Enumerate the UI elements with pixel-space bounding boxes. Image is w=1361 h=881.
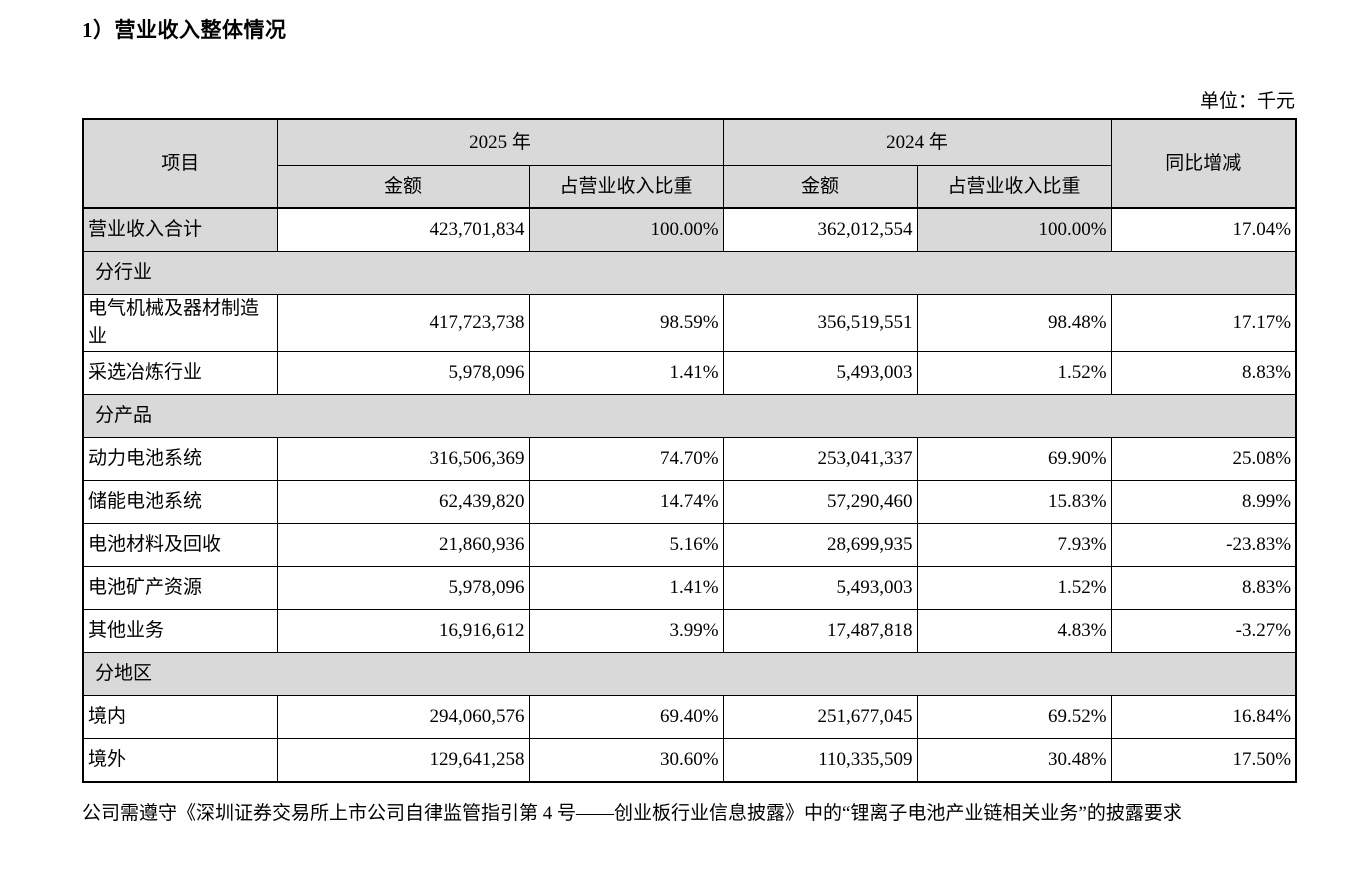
- share-2024-cell: 100.00%: [916, 207, 1112, 252]
- amount-2024-cell: 110,335,509: [722, 738, 918, 783]
- unit-label: 单位：千元: [1199, 91, 1295, 112]
- amount-2024-cell: 5,493,003: [722, 351, 918, 395]
- share-2025-cell: 3.99%: [528, 609, 724, 653]
- amount-2025-cell: 5,978,096: [276, 351, 530, 395]
- section-label: 分产品: [82, 394, 1297, 438]
- table-row: 电池矿产资源 5,978,096 1.41% 5,493,003 1.52% 8.83%: [82, 566, 1297, 610]
- header-amount-2025: 金额: [276, 165, 530, 209]
- amount-2025-cell: 5,978,096: [276, 566, 530, 610]
- row-label-cell: 营业收入合计: [82, 207, 278, 252]
- share-2025-cell: 5.16%: [528, 523, 724, 567]
- yoy-cell: -23.83%: [1110, 523, 1297, 567]
- table-row: 境内 294,060,576 69.40% 251,677,045 69.52% 16.8…: [82, 695, 1297, 739]
- header-amount-2024: 金额: [722, 165, 918, 209]
- yoy-cell: 17.04%: [1110, 207, 1297, 252]
- section-row: 分产品: [82, 394, 1297, 438]
- share-2025-cell: 1.41%: [528, 351, 724, 395]
- section-row: 分行业: [82, 251, 1297, 295]
- share-2025-cell: 100.00%: [528, 207, 724, 252]
- share-2025-cell: 1.41%: [528, 566, 724, 610]
- row-label-cell: 电池矿产资源: [82, 566, 278, 610]
- amount-2024-cell: 5,493,003: [722, 566, 918, 610]
- row-label-cell: 动力电池系统: [82, 437, 278, 481]
- amount-2024-cell: 251,677,045: [722, 695, 918, 739]
- share-2024-cell: 98.48%: [916, 294, 1112, 352]
- yoy-cell: 17.17%: [1110, 294, 1297, 352]
- yoy-cell: 16.84%: [1110, 695, 1297, 739]
- revenue-table-header: 项目 2025 年 2024 年 同比增减 金额 占营业收入比重 金额 占营业收…: [82, 118, 1297, 209]
- yoy-cell: 8.99%: [1110, 480, 1297, 524]
- share-2024-cell: 4.83%: [916, 609, 1112, 653]
- amount-2025-cell: 423,701,834: [276, 207, 530, 252]
- header-share-2025: 占营业收入比重: [528, 165, 724, 209]
- share-2024-cell: 69.52%: [916, 695, 1112, 739]
- yoy-cell: -3.27%: [1110, 609, 1297, 653]
- amount-2025-cell: 129,641,258: [276, 738, 530, 783]
- row-label-cell: 其他业务: [82, 609, 278, 653]
- revenue-table: 项目 2025 年 2024 年 同比增减 金额 占营业收入比重 金额 占营业收…: [82, 118, 1298, 783]
- header-item: 项目: [82, 118, 278, 209]
- footnote: 公司需遵守《深圳证券交易所上市公司自律监管指引第 4 号——创业板行业信息披露》…: [82, 803, 1182, 824]
- table-row: 营业收入合计 423,701,834 100.00% 362,012,554 100.0…: [82, 207, 1297, 252]
- table-row: 境外 129,641,258 30.60% 110,335,509 30.48% 17.5…: [82, 738, 1297, 783]
- table-row: 采选冶炼行业 5,978,096 1.41% 5,493,003 1.52% 8.83%: [82, 351, 1297, 395]
- header-yoy: 同比增减: [1110, 118, 1297, 209]
- header-share-2024: 占营业收入比重: [916, 165, 1112, 209]
- yoy-cell: 25.08%: [1110, 437, 1297, 481]
- amount-2025-cell: 62,439,820: [276, 480, 530, 524]
- share-2025-cell: 74.70%: [528, 437, 724, 481]
- table-row: 储能电池系统 62,439,820 14.74% 57,290,460 15.83% 8.…: [82, 480, 1297, 524]
- section-label: 分行业: [82, 251, 1297, 295]
- share-2025-cell: 14.74%: [528, 480, 724, 524]
- table-row: 动力电池系统 316,506,369 74.70% 253,041,337 69.90%…: [82, 437, 1297, 481]
- section-row: 分地区: [82, 652, 1297, 696]
- yoy-cell: 8.83%: [1110, 351, 1297, 395]
- share-2025-cell: 30.60%: [528, 738, 724, 783]
- share-2024-cell: 1.52%: [916, 566, 1112, 610]
- page-title: 1）营业收入整体情况: [82, 18, 287, 42]
- header-year-2024: 2024 年: [722, 118, 1112, 166]
- revenue-table-body: 营业收入合计 423,701,834 100.00% 362,012,554 100.0…: [82, 207, 1297, 783]
- yoy-cell: 17.50%: [1110, 738, 1297, 783]
- amount-2025-cell: 316,506,369: [276, 437, 530, 481]
- row-label-cell: 储能电池系统: [82, 480, 278, 524]
- amount-2025-cell: 417,723,738: [276, 294, 530, 352]
- amount-2024-cell: 253,041,337: [722, 437, 918, 481]
- row-label-cell: 境内: [82, 695, 278, 739]
- share-2025-cell: 98.59%: [528, 294, 724, 352]
- amount-2024-cell: 17,487,818: [722, 609, 918, 653]
- table-row: 其他业务 16,916,612 3.99% 17,487,818 4.83% -3.27%: [82, 609, 1297, 653]
- header-year-2025: 2025 年: [276, 118, 724, 166]
- share-2024-cell: 69.90%: [916, 437, 1112, 481]
- row-label-cell: 电气机械及器材制造业: [82, 294, 278, 352]
- amount-2025-cell: 16,916,612: [276, 609, 530, 653]
- amount-2025-cell: 294,060,576: [276, 695, 530, 739]
- table-row: 电池材料及回收 21,860,936 5.16% 28,699,935 7.93% -23…: [82, 523, 1297, 567]
- share-2024-cell: 15.83%: [916, 480, 1112, 524]
- row-label-cell: 境外: [82, 738, 278, 783]
- section-label: 分地区: [82, 652, 1297, 696]
- amount-2025-cell: 21,860,936: [276, 523, 530, 567]
- share-2025-cell: 69.40%: [528, 695, 724, 739]
- amount-2024-cell: 356,519,551: [722, 294, 918, 352]
- share-2024-cell: 7.93%: [916, 523, 1112, 567]
- amount-2024-cell: 28,699,935: [722, 523, 918, 567]
- share-2024-cell: 1.52%: [916, 351, 1112, 395]
- amount-2024-cell: 362,012,554: [722, 207, 918, 252]
- row-label-cell: 采选冶炼行业: [82, 351, 278, 395]
- table-row: 电气机械及器材制造业 417,723,738 98.59% 356,519,551 98…: [82, 294, 1297, 352]
- row-label-cell: 电池材料及回收: [82, 523, 278, 567]
- amount-2024-cell: 57,290,460: [722, 480, 918, 524]
- yoy-cell: 8.83%: [1110, 566, 1297, 610]
- share-2024-cell: 30.48%: [916, 738, 1112, 783]
